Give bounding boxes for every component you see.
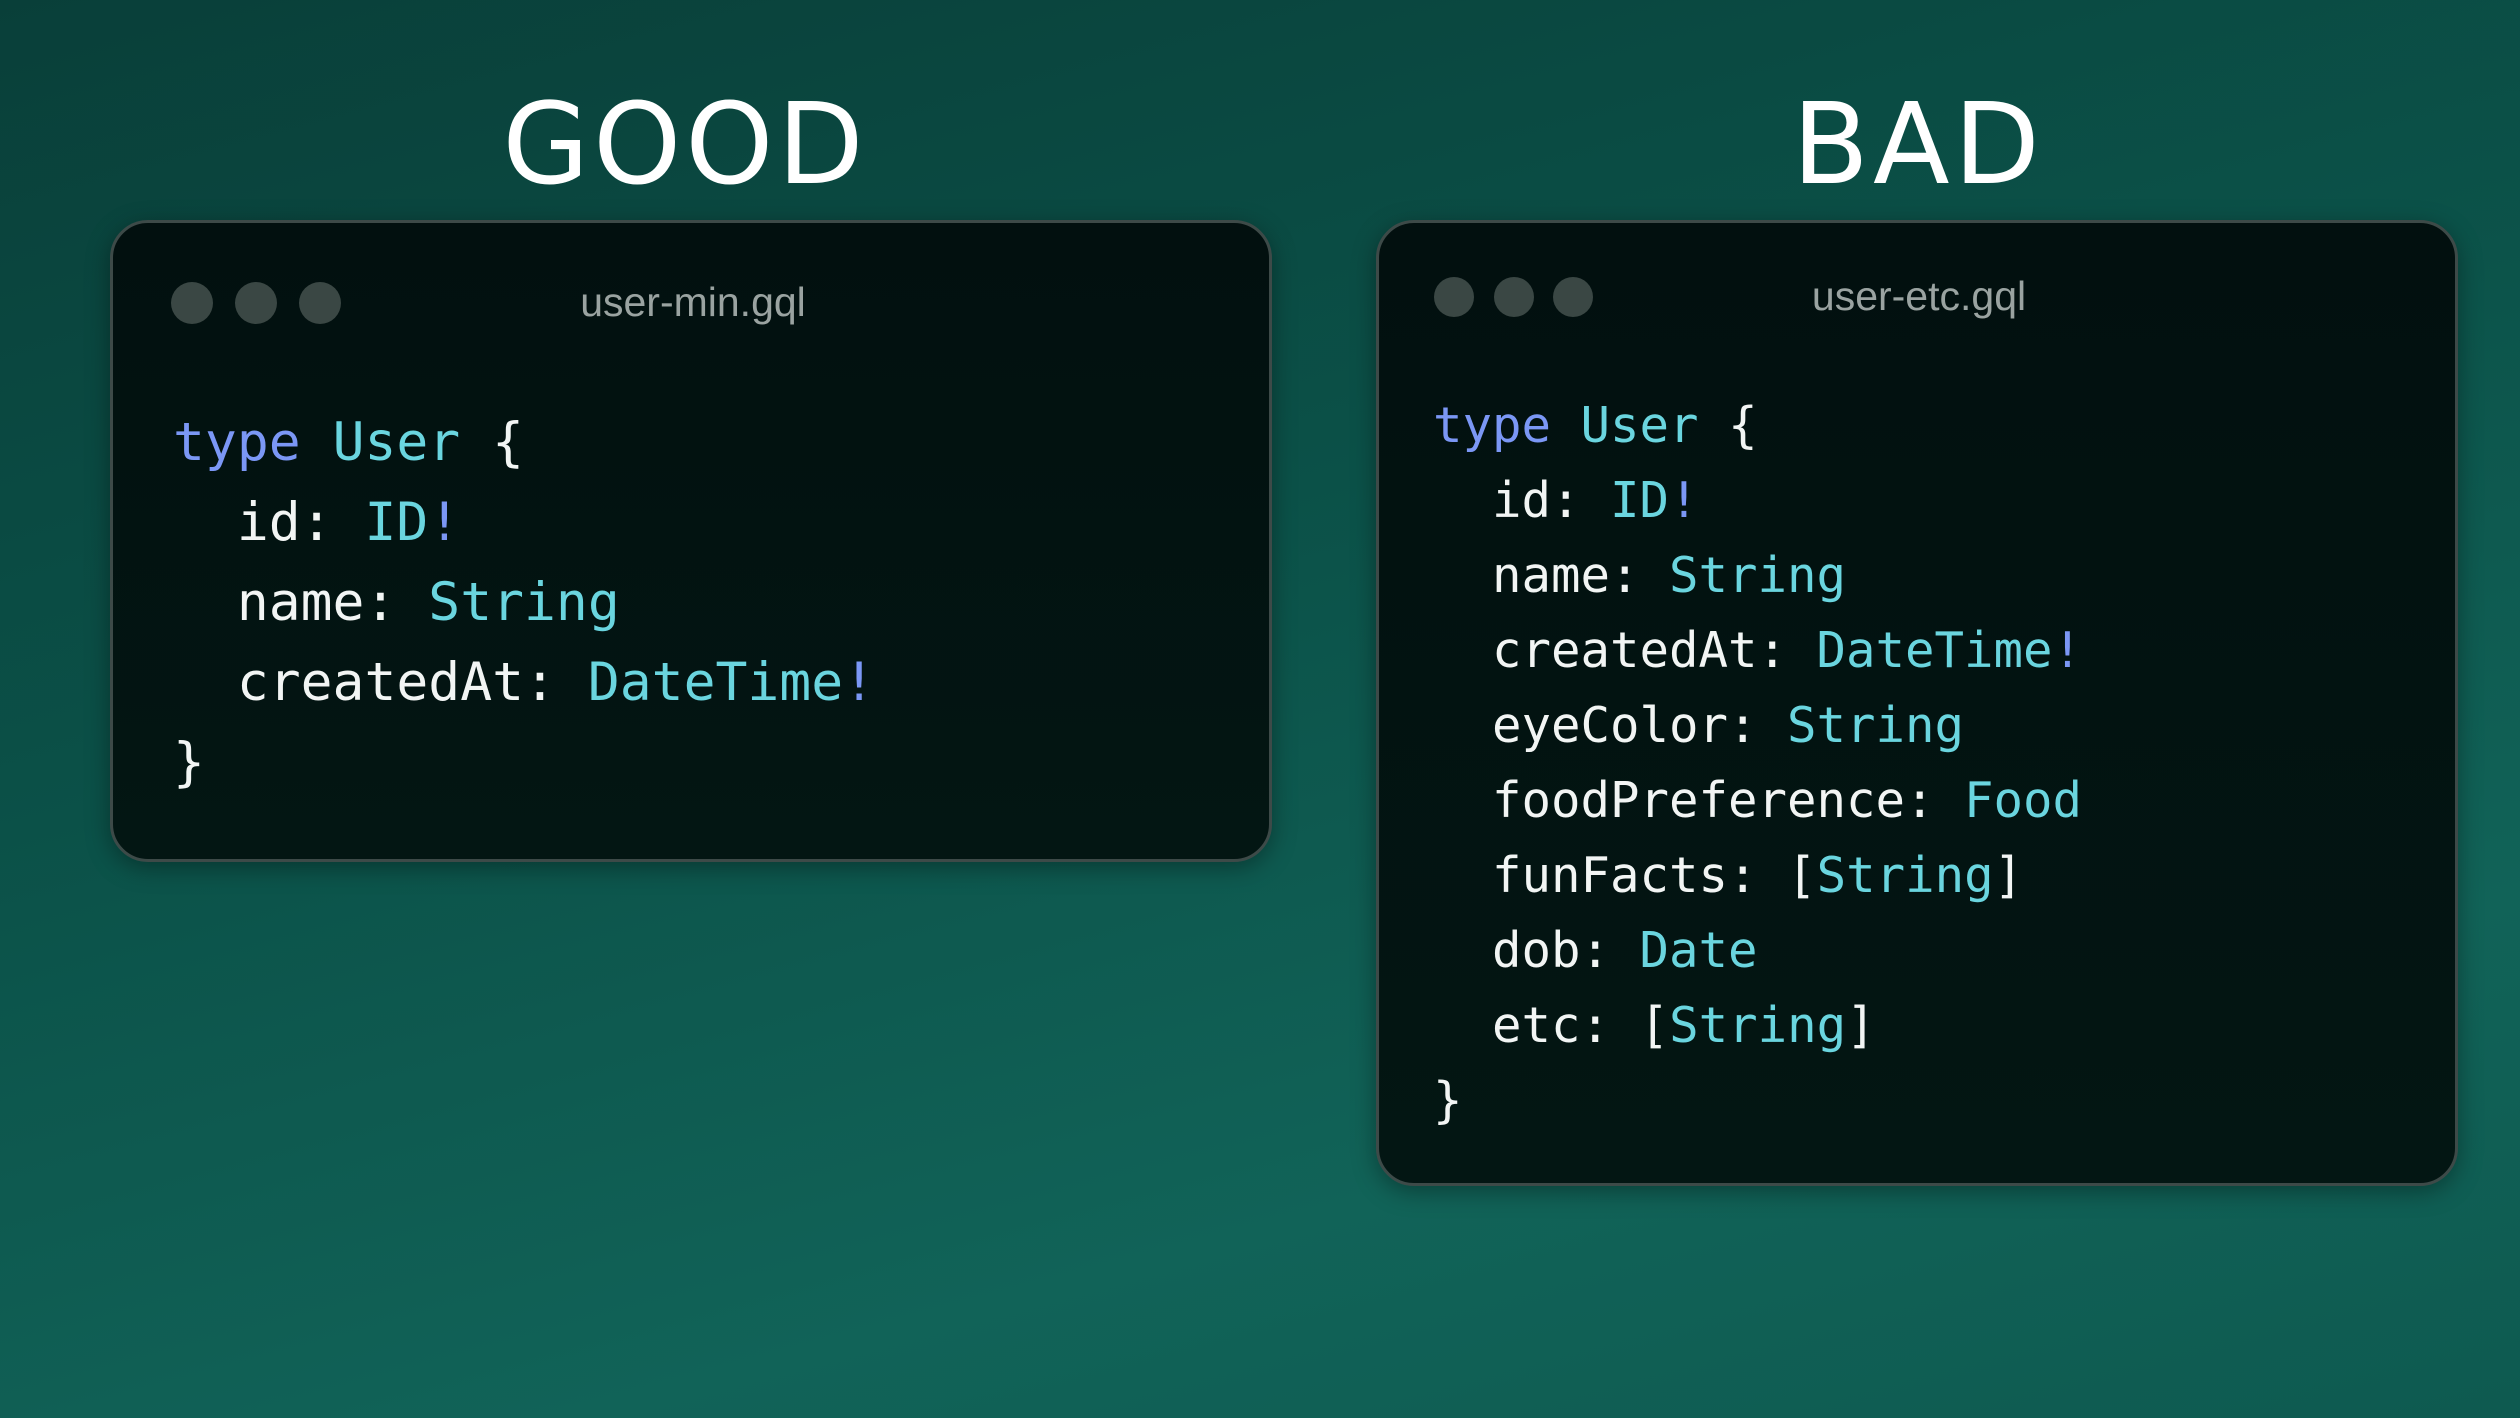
- field-name: eyeColor: [1492, 697, 1729, 754]
- window-dot-icon: [1494, 277, 1534, 317]
- bad-code-window: user-etc.gql type User { id: ID! name: S…: [1376, 220, 2458, 1186]
- close-brace: }: [173, 732, 205, 793]
- code-line: type User {: [173, 403, 875, 483]
- code-line: foodPreference: Food: [1492, 772, 2083, 829]
- code-line: etc: [String]: [1492, 997, 1876, 1054]
- open-brace: {: [492, 412, 525, 473]
- field-name: name: [236, 572, 365, 633]
- code-line: id: ID!: [236, 492, 461, 553]
- code-block: type User { id: ID! name: String created…: [173, 403, 875, 803]
- code-line: funFacts: [String]: [1492, 847, 2024, 904]
- non-null-marker: !: [428, 492, 461, 553]
- code-line: type User {: [1433, 388, 2082, 463]
- field-name: id: [236, 492, 301, 553]
- code-line: name: String: [236, 572, 620, 633]
- window-dot-icon: [299, 282, 341, 324]
- window-dot-icon: [171, 282, 213, 324]
- code-line: name: String: [1492, 547, 1847, 604]
- window-dot-icon: [1553, 277, 1593, 317]
- field-name: id: [1492, 472, 1552, 529]
- field-type: String: [1669, 547, 1847, 604]
- field-name: name: [1492, 547, 1611, 604]
- type-name: User: [332, 412, 461, 473]
- non-null-marker: !: [1669, 472, 1699, 529]
- bad-heading: BAD: [1792, 80, 2044, 210]
- non-null-marker: !: [2052, 622, 2083, 679]
- code-line: id: ID!: [1492, 472, 1699, 529]
- good-heading: GOOD: [502, 80, 868, 210]
- keyword: type: [1433, 397, 1552, 454]
- window-dot-icon: [1434, 277, 1474, 317]
- window-dot-icon: [235, 282, 277, 324]
- code-line: eyeColor: String: [1492, 697, 1965, 754]
- code-line: createdAt: DateTime!: [236, 652, 876, 713]
- non-null-marker: !: [843, 652, 876, 713]
- type-name: User: [1580, 397, 1699, 454]
- field-name: funFacts: [1492, 847, 1729, 904]
- field-type: ID: [364, 492, 429, 553]
- field-type: String: [1669, 997, 1847, 1054]
- field-type: String: [428, 572, 620, 633]
- keyword: type: [173, 412, 301, 473]
- field-name: createdAt: [1492, 622, 1758, 679]
- code-block: type User { id: ID! name: String created…: [1433, 388, 2082, 1138]
- field-name: createdAt: [236, 652, 525, 713]
- field-name: dob: [1492, 922, 1581, 979]
- open-brace: {: [1728, 397, 1758, 454]
- code-line: }: [1433, 1063, 2082, 1138]
- field-type: Food: [1964, 772, 2083, 829]
- field-type: String: [1816, 847, 1994, 904]
- field-type: DateTime: [1816, 622, 2053, 679]
- field-type: DateTime: [587, 652, 844, 713]
- close-brace: }: [1433, 1072, 1463, 1129]
- code-line: dob: Date: [1492, 922, 1758, 979]
- window-filename: user-etc.gql: [1811, 273, 2027, 319]
- window-filename: user-min.gql: [580, 279, 806, 325]
- field-name: etc: [1492, 997, 1581, 1054]
- field-name: foodPreference: [1492, 772, 1906, 829]
- code-line: createdAt: DateTime!: [1492, 622, 2083, 679]
- good-code-window: user-min.gql type User { id: ID! name: S…: [110, 220, 1272, 862]
- field-type: ID: [1610, 472, 1670, 529]
- code-line: }: [173, 723, 875, 803]
- field-type: Date: [1639, 922, 1758, 979]
- field-type: String: [1787, 697, 1965, 754]
